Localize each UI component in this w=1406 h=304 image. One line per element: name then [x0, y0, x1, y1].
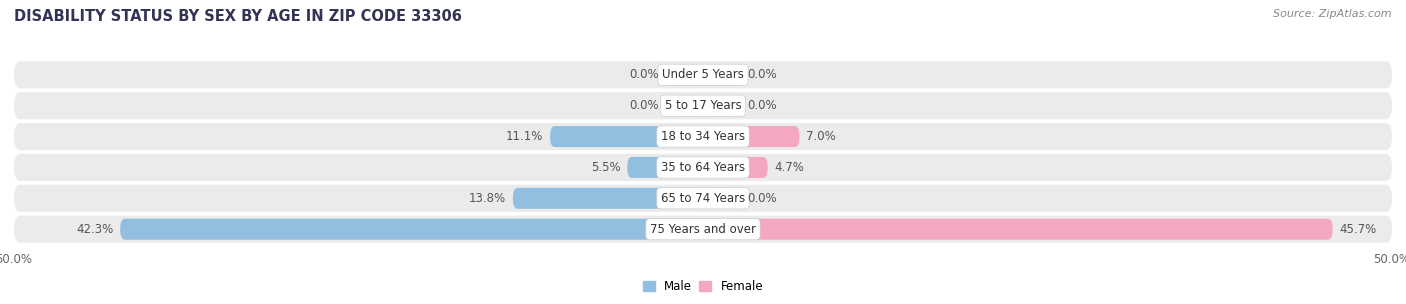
FancyBboxPatch shape — [669, 64, 703, 85]
FancyBboxPatch shape — [513, 188, 703, 209]
FancyBboxPatch shape — [703, 126, 800, 147]
Text: 0.0%: 0.0% — [747, 99, 776, 112]
FancyBboxPatch shape — [14, 92, 1392, 119]
FancyBboxPatch shape — [14, 61, 1392, 88]
FancyBboxPatch shape — [669, 95, 703, 116]
Text: 13.8%: 13.8% — [468, 192, 506, 205]
Text: DISABILITY STATUS BY SEX BY AGE IN ZIP CODE 33306: DISABILITY STATUS BY SEX BY AGE IN ZIP C… — [14, 9, 463, 24]
Text: 42.3%: 42.3% — [76, 223, 114, 236]
Text: 65 to 74 Years: 65 to 74 Years — [661, 192, 745, 205]
FancyBboxPatch shape — [703, 64, 737, 85]
Text: 7.0%: 7.0% — [807, 130, 837, 143]
FancyBboxPatch shape — [703, 95, 737, 116]
Text: 5.5%: 5.5% — [591, 161, 620, 174]
FancyBboxPatch shape — [627, 157, 703, 178]
Text: 45.7%: 45.7% — [1340, 223, 1376, 236]
FancyBboxPatch shape — [14, 123, 1392, 150]
FancyBboxPatch shape — [703, 157, 768, 178]
Text: 11.1%: 11.1% — [506, 130, 543, 143]
FancyBboxPatch shape — [14, 154, 1392, 181]
Text: 0.0%: 0.0% — [630, 99, 659, 112]
Text: Under 5 Years: Under 5 Years — [662, 68, 744, 81]
Text: 0.0%: 0.0% — [747, 68, 776, 81]
Text: 5 to 17 Years: 5 to 17 Years — [665, 99, 741, 112]
FancyBboxPatch shape — [703, 219, 1333, 240]
Text: 75 Years and over: 75 Years and over — [650, 223, 756, 236]
Legend: Male, Female: Male, Female — [638, 275, 768, 298]
FancyBboxPatch shape — [14, 185, 1392, 212]
FancyBboxPatch shape — [703, 188, 737, 209]
FancyBboxPatch shape — [120, 219, 703, 240]
FancyBboxPatch shape — [14, 216, 1392, 243]
Text: 0.0%: 0.0% — [747, 192, 776, 205]
Text: 4.7%: 4.7% — [775, 161, 804, 174]
Text: 35 to 64 Years: 35 to 64 Years — [661, 161, 745, 174]
FancyBboxPatch shape — [550, 126, 703, 147]
Text: Source: ZipAtlas.com: Source: ZipAtlas.com — [1274, 9, 1392, 19]
Text: 18 to 34 Years: 18 to 34 Years — [661, 130, 745, 143]
Text: 0.0%: 0.0% — [630, 68, 659, 81]
